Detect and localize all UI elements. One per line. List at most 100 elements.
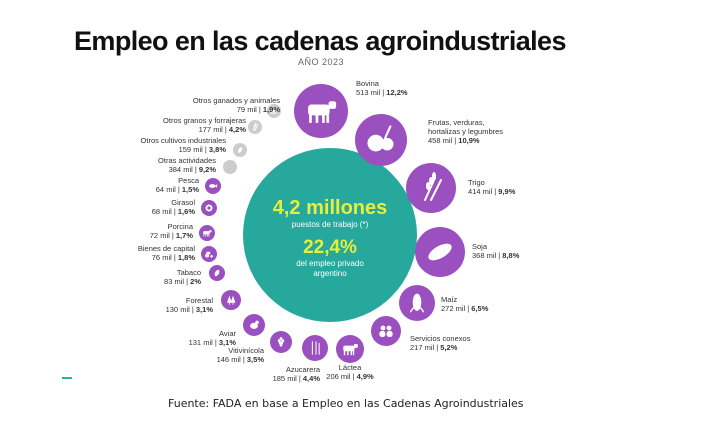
chain-value: 159 mil | 3,8% <box>179 145 227 154</box>
chain-value: 79 mil | 1,9% <box>237 105 281 114</box>
chain-value: 146 mil | 3,5% <box>217 355 265 364</box>
chain-pct: 12,2% <box>386 88 408 97</box>
chain-name: Frutas, verduras, <box>428 118 485 127</box>
source-note: Fuente: FADA en base a Empleo en las Cad… <box>168 397 524 410</box>
tree-icon <box>227 295 236 305</box>
chain-pct: 5,2% <box>440 343 457 352</box>
chain-jobs: 131 mil | <box>189 338 219 347</box>
chain-pct: 1,8% <box>178 253 195 262</box>
chain-jobs: 217 mil | <box>410 343 440 352</box>
chain-jobs: 206 mil | <box>326 372 356 381</box>
chain-bubble <box>302 335 328 361</box>
chain-value: 131 mil | 3,1% <box>189 338 237 347</box>
share-label-2: argentino <box>313 269 347 278</box>
chain-item: Frutas, verduras,hortalizas y legumbres4… <box>355 114 503 166</box>
pig-icon <box>203 230 212 237</box>
chain-jobs: 177 mil | <box>199 125 229 134</box>
chain-name: Tabaco <box>177 268 201 277</box>
chain-jobs: 513 mil | <box>356 88 386 97</box>
chain-pct: 3,1% <box>219 338 236 347</box>
chain-pct: 1,5% <box>182 185 199 194</box>
chain-name: Soja <box>472 242 488 251</box>
decorative-dash <box>62 377 72 379</box>
chicken-icon <box>250 320 259 329</box>
chain-value: 206 mil | 4,9% <box>326 372 374 381</box>
sunflower-icon <box>205 204 213 212</box>
chain-bubble <box>221 290 241 310</box>
total-jobs-label: puestos de trabajo (*) <box>292 220 369 229</box>
share-label-1: del empleo privado <box>296 259 364 268</box>
soy-icon <box>428 243 452 261</box>
chain-name: Azucarera <box>286 365 321 374</box>
chain-bubble <box>371 316 401 346</box>
chain-name: Vitivinícola <box>228 346 265 355</box>
chain-pct: 4,2% <box>229 125 246 134</box>
chain-pct: 3,1% <box>196 305 213 314</box>
chain-jobs: 272 mil | <box>441 304 471 313</box>
cow-icon <box>308 101 337 123</box>
tobacco-leaf-icon <box>214 269 220 277</box>
chain-jobs: 130 mil | <box>166 305 196 314</box>
chain-name: Otros cultivos industriales <box>141 136 227 145</box>
chain-value: 130 mil | 3,1% <box>166 305 214 314</box>
chain-jobs: 458 mil | <box>428 136 458 145</box>
total-jobs: 4,2 millones <box>273 197 388 219</box>
chain-pct: 8,8% <box>502 251 519 260</box>
grain-icon <box>252 122 259 131</box>
chain-jobs: 76 mil | <box>152 253 178 262</box>
chain-value: 83 mil | 2% <box>164 277 201 286</box>
chain-name: Porcina <box>168 222 194 231</box>
chain-value: 272 mil | 6,5% <box>441 304 489 313</box>
chain-jobs: 83 mil | <box>164 277 190 286</box>
chain-pct: 9,9% <box>498 187 515 196</box>
chain-name: Trigo <box>468 178 485 187</box>
chain-name: Otros ganados y animales <box>193 96 280 105</box>
chain-jobs: 185 mil | <box>273 374 303 383</box>
sheep-icon <box>270 108 278 115</box>
chain-value: 68 mil | 1,6% <box>152 207 196 216</box>
chain-jobs: 159 mil | <box>179 145 209 154</box>
tractor-icon <box>205 251 213 258</box>
chain-value: 513 mil | 12,2% <box>356 88 408 97</box>
chain-pct: 2% <box>190 277 201 286</box>
chain-name: Servicios conexos <box>410 334 471 343</box>
chain-value: 185 mil | 4,4% <box>273 374 321 383</box>
chain-name: Girasol <box>171 198 195 207</box>
chain-name: Otras actividades <box>158 156 216 165</box>
corn-icon <box>409 293 425 313</box>
chain-pct: 1,6% <box>178 207 195 216</box>
chain-name: Maíz <box>441 295 458 304</box>
chain-pct: 3,8% <box>209 145 226 154</box>
chain-pct: 4,4% <box>303 374 320 383</box>
chain-value: 384 mil | 9,2% <box>169 165 217 174</box>
chain-value: 414 mil | 9,9% <box>468 187 516 196</box>
page-subtitle: AÑO 2023 <box>298 57 345 67</box>
dairy-cow-icon <box>343 343 358 356</box>
chain-pct: 10,9% <box>458 136 480 145</box>
fish-icon <box>209 184 218 188</box>
chain-jobs: 384 mil | <box>169 165 199 174</box>
chain-jobs: 79 mil | <box>237 105 263 114</box>
chain-pct: 6,5% <box>471 304 488 313</box>
chain-jobs: 72 mil | <box>150 231 176 240</box>
wheat-icon <box>424 172 442 201</box>
chain-value: 64 mil | 1,5% <box>156 185 200 194</box>
chain-name: Pesca <box>178 176 200 185</box>
center-circle <box>243 148 417 322</box>
chain-name: hortalizas y legumbres <box>428 127 503 136</box>
chain-name: Otros granos y forrajeras <box>163 116 246 125</box>
